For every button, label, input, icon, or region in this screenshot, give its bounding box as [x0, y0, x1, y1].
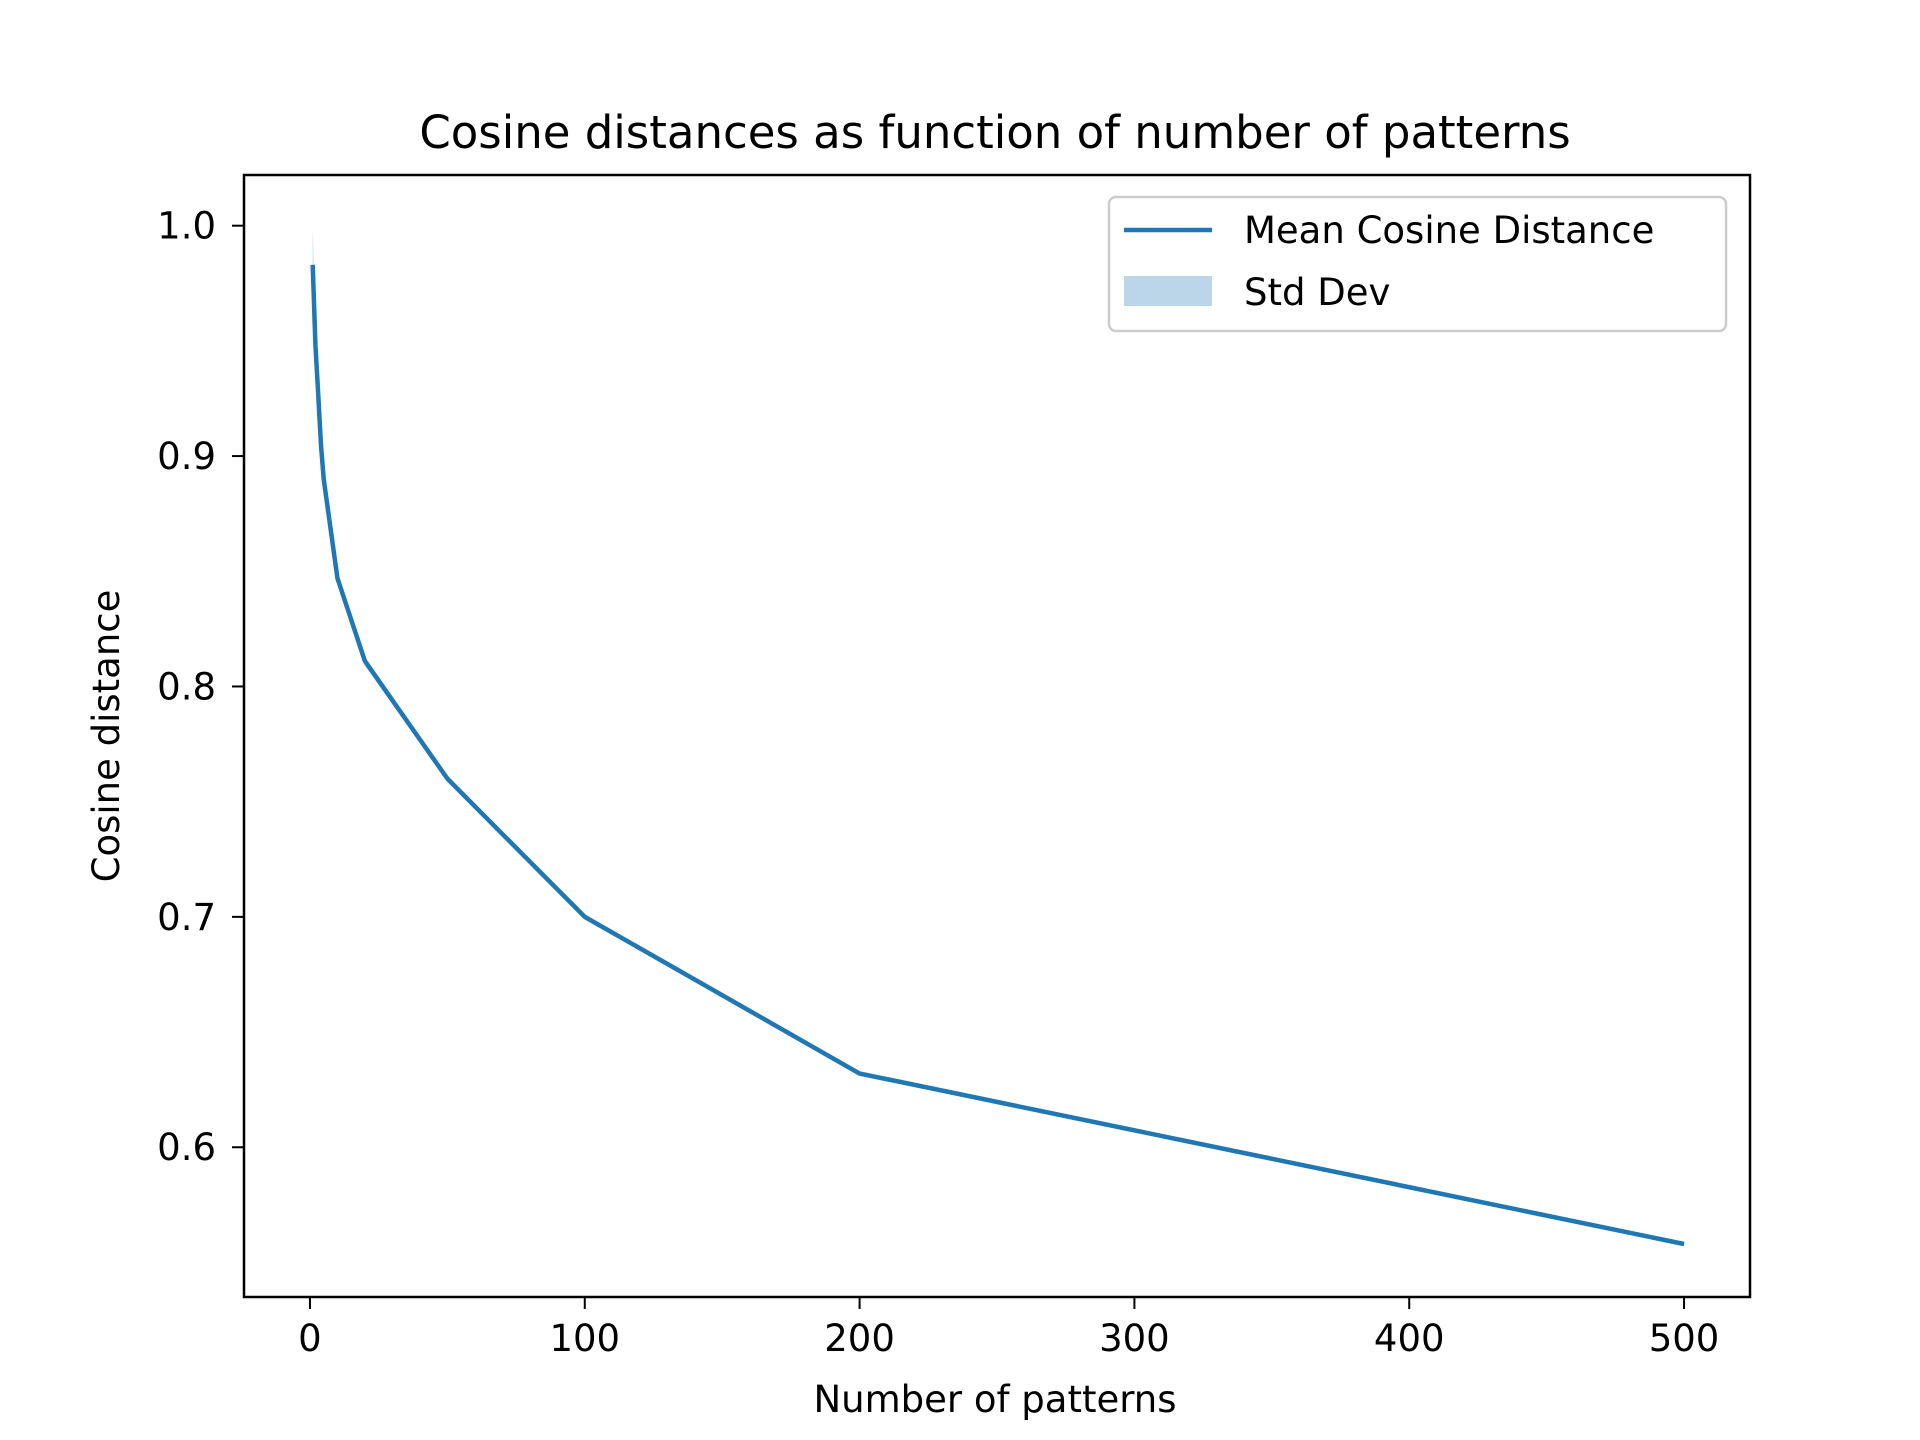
plot-background: [244, 175, 1750, 1297]
x-tick-label: 200: [824, 1317, 895, 1360]
y-tick-label: 0.6: [157, 1126, 216, 1169]
legend-band-swatch: [1124, 276, 1212, 306]
x-tick-label: 100: [549, 1317, 620, 1360]
mean-cosine-distance-line: [310, 264, 1685, 1247]
y-tick-label: 0.9: [157, 435, 216, 478]
x-tick-label: 0: [298, 1317, 322, 1360]
x-axis-label: Number of patterns: [813, 1378, 1176, 1421]
x-tick-label: 300: [1099, 1317, 1170, 1360]
x-tick-label: 400: [1374, 1317, 1445, 1360]
axis-ticks: 0 100 200 300 400 500 0.6 0.7 0.8 0.9 1.0: [157, 205, 1719, 1360]
y-axis-label: Cosine distance: [85, 590, 128, 883]
x-tick-label: 500: [1649, 1317, 1720, 1360]
plot-area: [244, 175, 1750, 1297]
legend: Mean Cosine Distance Std Dev: [1107, 195, 1728, 333]
plot-frame: [242, 173, 1752, 1299]
chart-title: Cosine distances as function of number o…: [419, 106, 1570, 159]
y-tick-label: 0.7: [157, 896, 216, 939]
legend-label-mean: Mean Cosine Distance: [1244, 209, 1654, 252]
legend-label-std: Std Dev: [1244, 271, 1390, 314]
y-tick-label: 0.8: [157, 665, 216, 708]
legend-box: [1107, 195, 1728, 333]
y-tick-label: 1.0: [157, 205, 216, 248]
